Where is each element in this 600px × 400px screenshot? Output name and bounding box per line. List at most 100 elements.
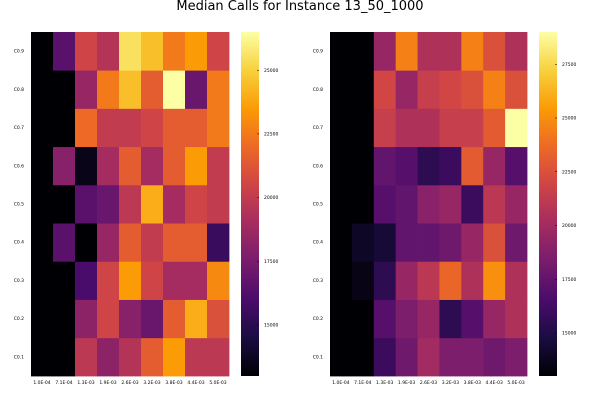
heatmap-cell: [141, 261, 164, 300]
heatmap-panel-1: C0.1 C0.2 C0.3 C0.4 C0.5 C0.6 C0.7 C0.8 C0.9 1.0E…: [14, 32, 278, 386]
heatmap-panel-2: C0.1 C0.2 C0.3 C0.4 C0.5 C0.6 C0.7 C0.8 C0.9 1.0E…: [313, 32, 576, 386]
heatmap-cell: [461, 184, 484, 224]
heatmap-cell: [417, 108, 440, 148]
heatmap-cell: [505, 70, 528, 109]
heatmap-cell: [31, 32, 54, 71]
heatmap-cell: [505, 223, 528, 262]
heatmap-cell: [330, 146, 353, 186]
heatmap-cell: [461, 337, 484, 377]
heatmap-cell: [351, 299, 375, 339]
chart-title: Median Calls for Instance 13_50_1000: [176, 0, 424, 14]
heatmap-cell: [439, 261, 462, 300]
heatmap-cell: [31, 337, 54, 377]
heatmap-cell: [75, 261, 98, 300]
heatmap-cell: [185, 299, 208, 339]
heatmap-cell: [483, 70, 506, 109]
heatmap-cell: [330, 70, 353, 109]
heatmap-cell: [330, 223, 353, 262]
heatmap-cell: [119, 337, 142, 377]
heatmap-cell: [163, 70, 186, 109]
heatmap-cell: [373, 108, 397, 148]
heatmap-cell: [185, 32, 208, 71]
heatmap-cell: [97, 299, 120, 339]
heatmap-cell: [119, 70, 142, 109]
heatmap-cell: [373, 337, 397, 377]
heatmap-cell: [373, 146, 397, 186]
y-tick-label: C0.4: [313, 240, 323, 246]
colorbar: [539, 32, 557, 376]
heatmap-cell: [483, 223, 506, 262]
heatmap-cell: [53, 32, 76, 71]
x-tick-label: 1.9E-03: [99, 380, 116, 386]
heatmap-cell: [97, 184, 120, 224]
heatmap-cell: [351, 32, 375, 71]
heatmap-cell: [185, 223, 208, 262]
heatmap-cell: [505, 337, 528, 377]
heatmap-cell: [31, 223, 54, 262]
x-tick-label: 5.0E-03: [507, 380, 524, 386]
heatmap-cell: [31, 146, 54, 186]
heatmap-cell: [163, 32, 186, 71]
heatmap-cell: [461, 108, 484, 148]
heatmap-cell: [53, 261, 76, 300]
x-tick-label: 4.4E-03: [485, 380, 502, 386]
heatmap-cell: [439, 108, 462, 148]
heatmap-cell: [97, 108, 120, 148]
heatmap-cell: [31, 299, 54, 339]
heatmap-cell: [163, 223, 186, 262]
heatmap-cell: [461, 146, 484, 186]
heatmap-cell: [330, 299, 353, 339]
heatmap-cell: [207, 70, 230, 109]
x-tick-label: 3.2E-03: [442, 380, 459, 386]
heatmap-cell: [53, 70, 76, 109]
heatmap-cell: [53, 108, 76, 148]
heatmap-cell: [163, 184, 186, 224]
heatmap-cell: [75, 32, 98, 71]
x-tick-label: 3.2E-03: [143, 380, 160, 386]
heatmap-cell: [395, 108, 418, 148]
heatmap-cell: [75, 146, 98, 186]
y-tick-label: C0.3: [313, 278, 323, 284]
heatmap-cell: [163, 261, 186, 300]
heatmap-cell: [163, 299, 186, 339]
heatmap-cell: [163, 108, 186, 148]
heatmap-cell: [395, 70, 418, 109]
heatmap-cell: [373, 261, 397, 300]
heatmap-cell: [53, 337, 76, 377]
heatmap-cell: [163, 337, 186, 377]
x-tick-label: 2.6E-03: [121, 380, 138, 386]
heatmap-cell: [505, 108, 528, 148]
heatmap-cell: [373, 184, 397, 224]
heatmap-cell: [373, 223, 397, 262]
heatmap-cell: [417, 223, 440, 262]
y-tick-label: C0.1: [14, 354, 24, 360]
colorbar-tick-label: 25000: [264, 68, 278, 74]
heatmap-cell: [417, 261, 440, 300]
heatmap-cell: [395, 146, 418, 186]
heatmap-cell: [330, 337, 353, 377]
heatmap-cell: [75, 223, 98, 262]
heatmap-cell: [439, 32, 462, 71]
heatmap-cell: [483, 146, 506, 186]
heatmap-cell: [439, 184, 462, 224]
y-tick-label: C0.1: [313, 354, 323, 360]
heatmap-cell: [395, 32, 418, 71]
heatmap-cell: [97, 261, 120, 300]
heatmap-cell: [141, 32, 164, 71]
heatmap-cell: [207, 146, 230, 186]
colorbar-tick-label: 22500: [562, 169, 576, 175]
heatmap-cell: [97, 146, 120, 186]
heatmap-cell: [141, 70, 164, 109]
heatmap-cell: [417, 146, 440, 186]
heatmap-cell: [505, 184, 528, 224]
heatmap-cell: [141, 108, 164, 148]
heatmap-cell: [119, 184, 142, 224]
heatmap-cell: [141, 184, 164, 224]
colorbar-tick-label: 25000: [562, 116, 576, 122]
colorbar-tick-label: 27500: [562, 62, 576, 68]
y-tick-label: C0.6: [313, 163, 323, 169]
heatmap-cell: [207, 223, 230, 262]
heatmap-cell: [417, 70, 440, 109]
heatmap-cell: [75, 299, 98, 339]
heatmap-cell: [163, 146, 186, 186]
